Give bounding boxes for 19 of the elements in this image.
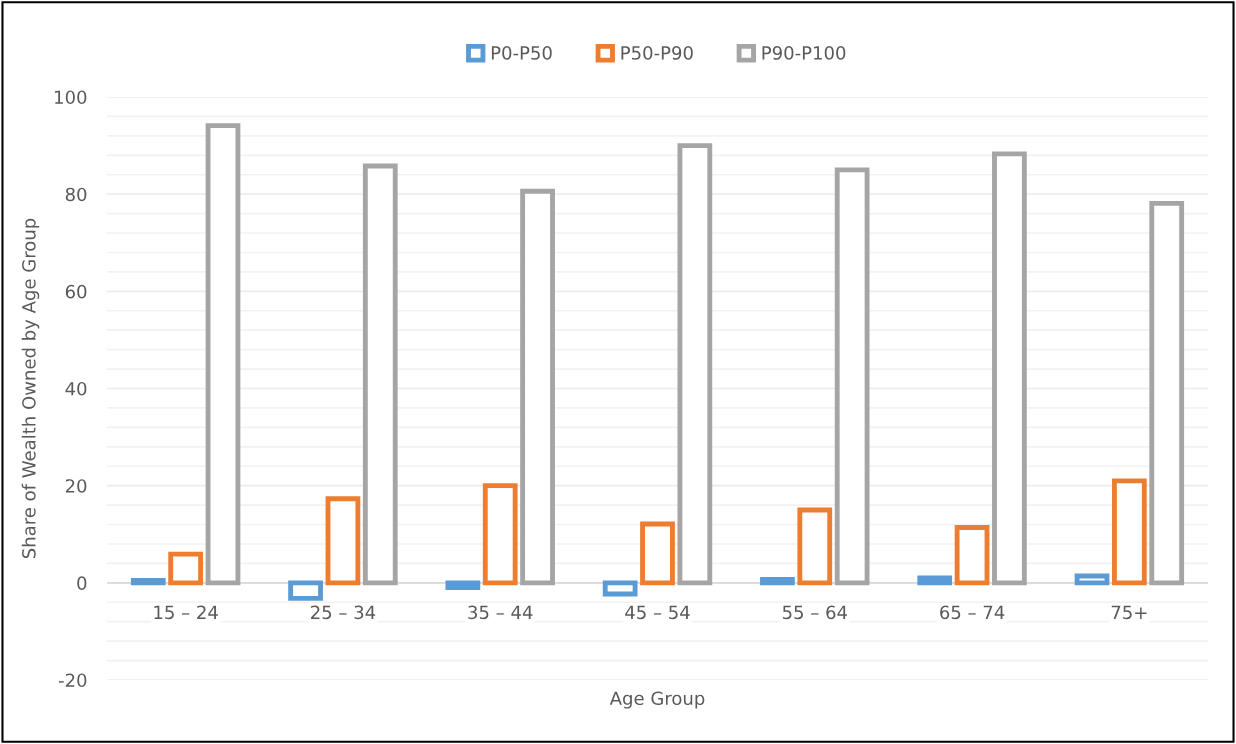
y-tick-label: 0 [77, 576, 87, 590]
y-tick-label: 20 [65, 479, 87, 493]
legend-label: P90-P100 [762, 46, 846, 60]
x-tick-label: 65 – 74 [940, 605, 1005, 620]
y-axis-title: Share of Wealth Owned by Age Group [21, 218, 40, 559]
x-tick-label: 55 – 64 [782, 605, 847, 620]
legend-label: P50-P90 [621, 46, 693, 60]
y-tick-label: -20 [58, 673, 87, 688]
x-tick-label: 15 – 24 [154, 605, 218, 620]
y-tick-label: 80 [65, 187, 87, 202]
x-tick-label: 45 – 54 [625, 605, 690, 620]
x-tick-label: 75+ [1111, 605, 1147, 620]
x-tick-label: 25 – 34 [311, 605, 376, 620]
y-tick-label: 40 [65, 381, 87, 396]
x-tick-label: 35 – 44 [468, 605, 533, 620]
legend-label: P0-P50 [491, 46, 552, 60]
y-tick-label: 60 [65, 284, 87, 299]
y-tick-label: 100 [55, 90, 87, 105]
x-axis-title: Age Group [609, 691, 705, 709]
